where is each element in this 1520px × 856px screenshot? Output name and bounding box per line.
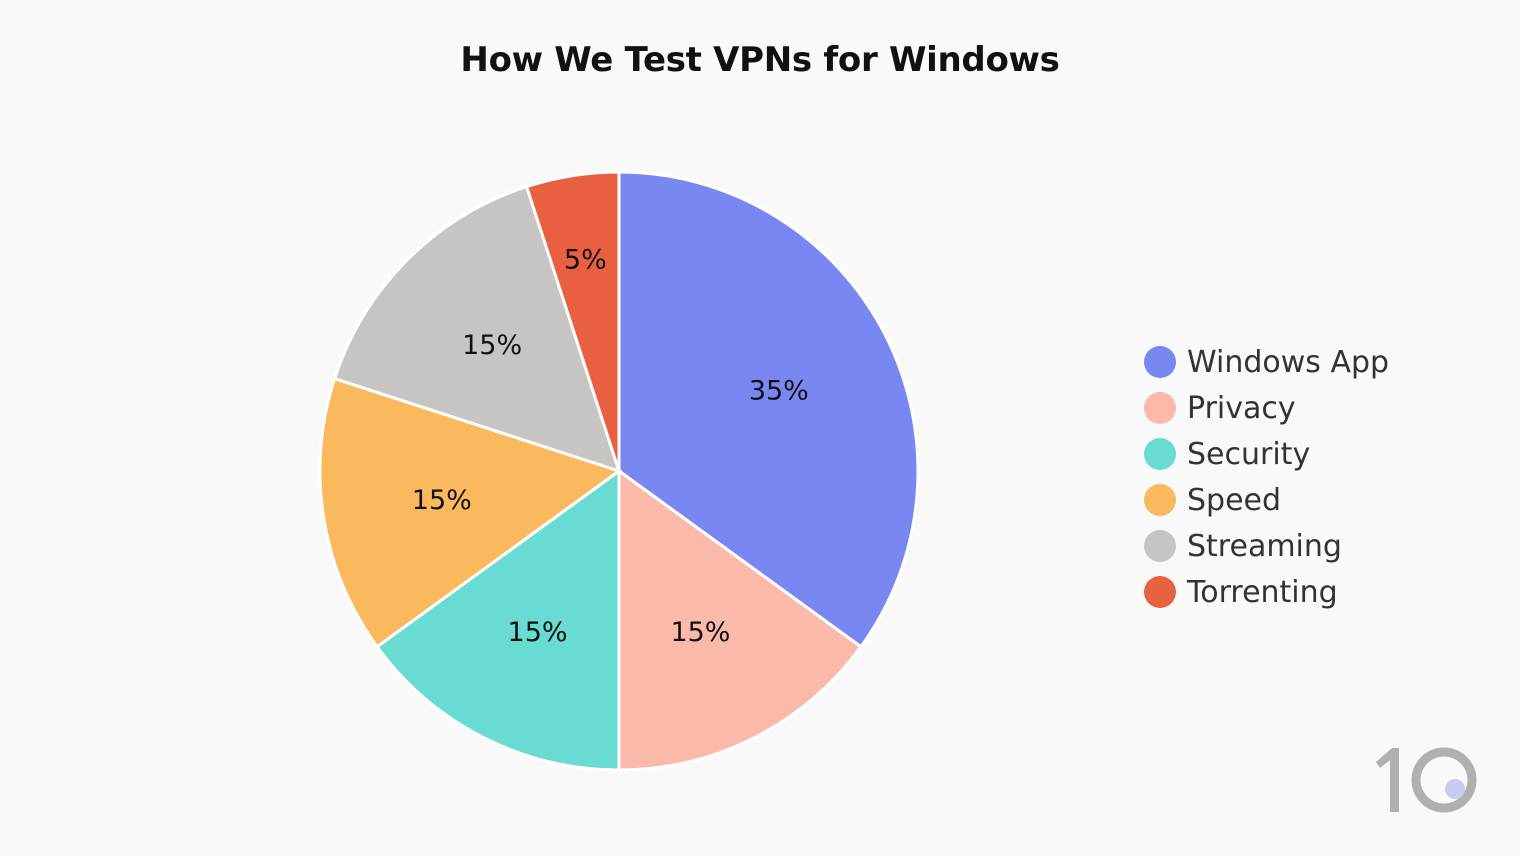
legend-label: Privacy: [1187, 390, 1296, 426]
legend-label: Streaming: [1187, 528, 1342, 564]
legend-item-speed: Speed: [1144, 477, 1389, 523]
pie-slice-streaming: [332, 184, 622, 474]
brand-logo-icon: [1376, 747, 1477, 813]
legend-swatch: [1144, 392, 1176, 424]
slice-label: 15%: [462, 330, 522, 361]
legend-label: Speed: [1187, 482, 1282, 518]
legend: Windows App Privacy Security Speed Strea…: [1144, 339, 1389, 615]
legend-item-torrenting: Torrenting: [1144, 569, 1389, 615]
legend-item-security: Security: [1144, 431, 1389, 477]
legend-label: Torrenting: [1187, 574, 1338, 610]
legend-label: Security: [1187, 436, 1311, 472]
pie-slice-speed: [318, 376, 623, 649]
chart-title: How We Test VPNs for Windows: [460, 40, 1060, 80]
pie-slice-privacy: [617, 468, 863, 772]
legend-item-privacy: Privacy: [1144, 385, 1389, 431]
legend-swatch: [1144, 576, 1176, 608]
slice-label: 15%: [508, 617, 568, 648]
slice-label: 35%: [749, 376, 809, 407]
legend-label: Windows App: [1187, 344, 1390, 380]
slice-label: 15%: [412, 485, 472, 516]
slice-label: 5%: [564, 244, 607, 275]
legend-swatch: [1144, 484, 1176, 516]
legend-swatch: [1144, 346, 1176, 378]
pie-slice-windows-app: [617, 170, 920, 649]
legend-item-streaming: Streaming: [1144, 523, 1389, 569]
legend-swatch: [1144, 438, 1176, 470]
pie-slice-security: [375, 468, 621, 772]
pie-slice-torrenting: [524, 170, 621, 472]
legend-swatch: [1144, 530, 1176, 562]
slice-label: 15%: [670, 617, 730, 648]
legend-item-windows-app: Windows App: [1144, 339, 1389, 385]
